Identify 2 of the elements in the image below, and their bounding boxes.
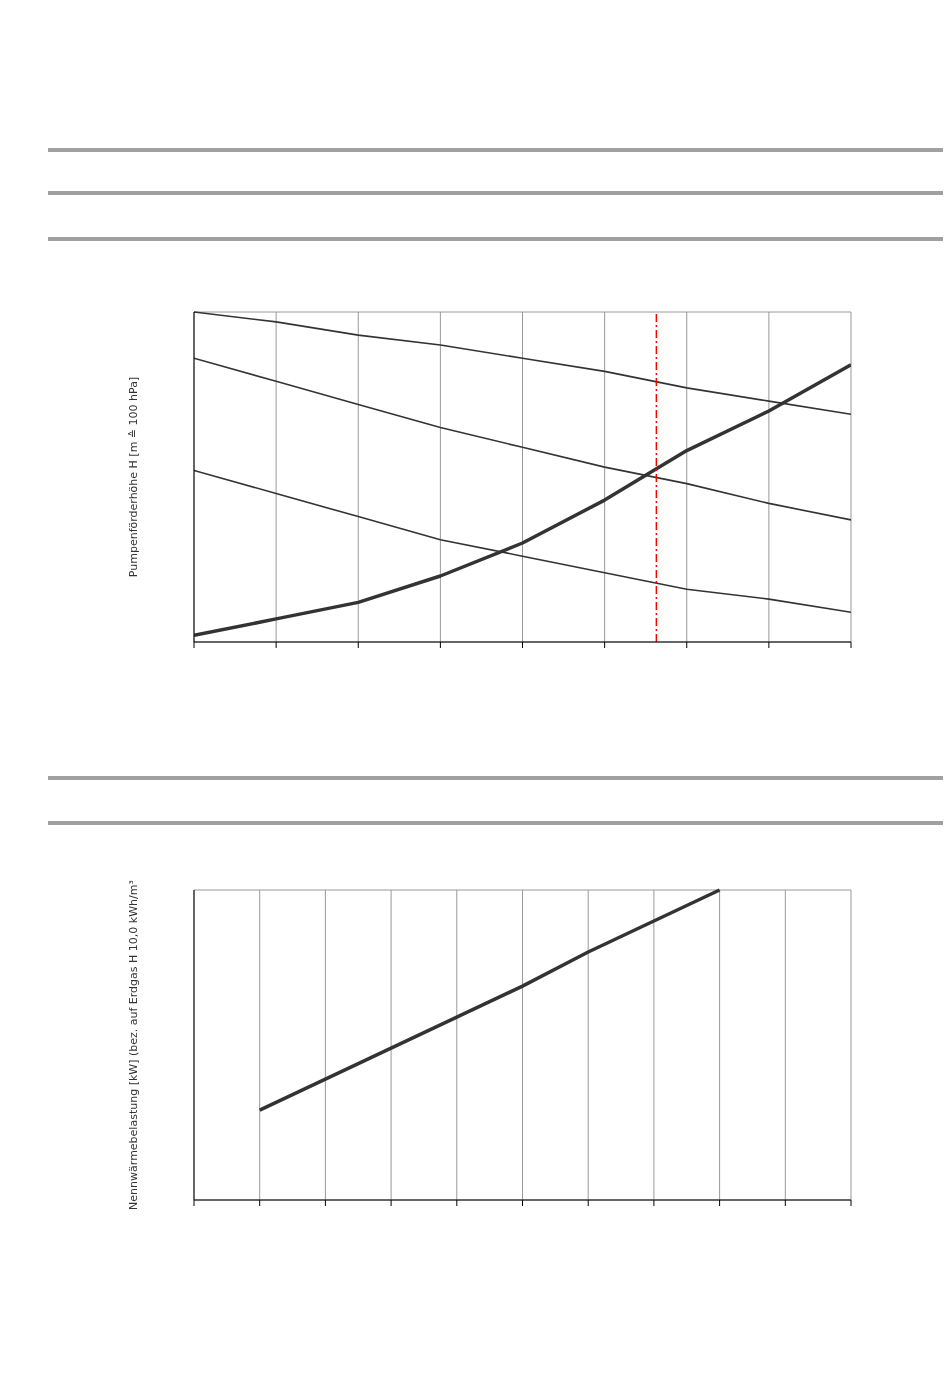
y-axis-title: Nennwärmebelastung [kW] (bez. auf Erdgas H 10,0 kWh/m³ [126, 880, 140, 1210]
y-axis-title: Pumpenförderhöhe H [m ≙ 100 hPa] [126, 376, 140, 578]
